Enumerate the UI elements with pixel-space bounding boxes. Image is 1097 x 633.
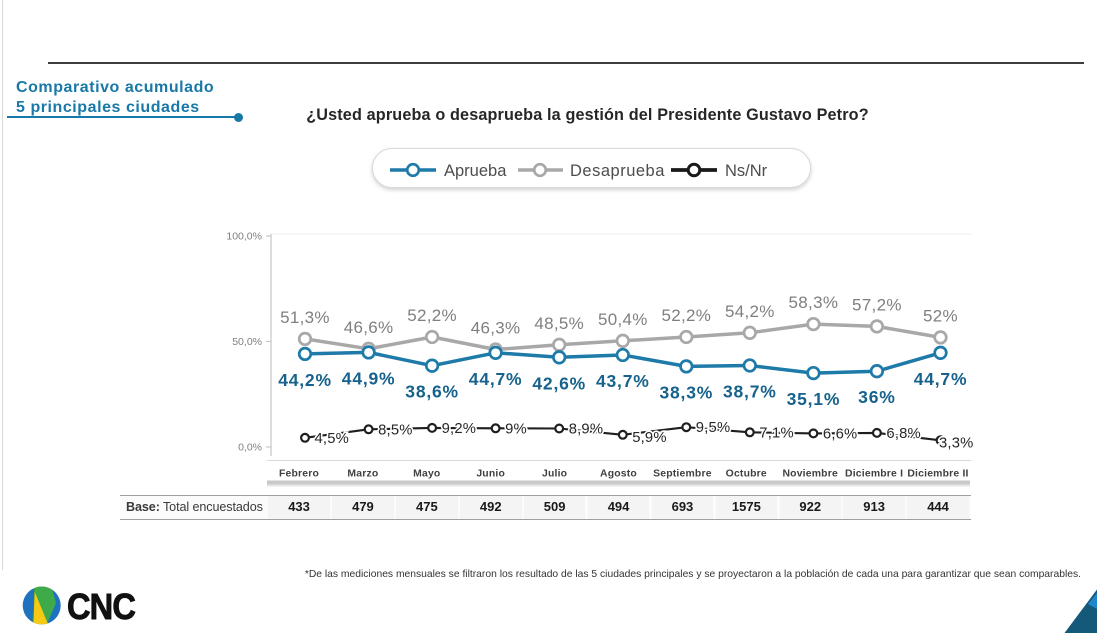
svg-text:Septiembre: Septiembre [653, 469, 712, 480]
svg-text:38,6%: 38,6% [405, 382, 459, 402]
svg-text:54,2%: 54,2% [725, 302, 775, 321]
svg-text:Octubre: Octubre [726, 469, 767, 480]
svg-text:Febrero: Febrero [279, 469, 319, 480]
svg-text:46,3%: 46,3% [471, 319, 521, 338]
svg-text:46,6%: 46,6% [344, 318, 394, 337]
svg-text:44,2%: 44,2% [278, 370, 332, 390]
svg-text:Marzo: Marzo [347, 469, 378, 480]
svg-text:0,0%: 0,0% [238, 442, 262, 454]
svg-text:Ns/Nr: Ns/Nr [725, 162, 768, 180]
svg-text:8,5%: 8,5% [378, 422, 413, 438]
svg-text:35,1%: 35,1% [787, 389, 841, 409]
svg-text:Julio: Julio [542, 469, 567, 480]
svg-text:38,3%: 38,3% [659, 382, 713, 402]
svg-text:8,9%: 8,9% [569, 422, 604, 438]
svg-text:7,1%: 7,1% [759, 425, 794, 441]
svg-text:52,2%: 52,2% [661, 306, 711, 325]
svg-text:Agosto: Agosto [600, 469, 637, 480]
svg-text:Junio: Junio [476, 469, 505, 480]
svg-text:38,7%: 38,7% [723, 382, 777, 402]
svg-text:100,0%: 100,0% [226, 231, 262, 243]
svg-text:9%: 9% [505, 421, 527, 437]
svg-text:44,7%: 44,7% [469, 369, 523, 389]
svg-text:52%: 52% [923, 306, 958, 325]
svg-text:36%: 36% [858, 387, 895, 407]
svg-text:50,4%: 50,4% [598, 310, 648, 329]
svg-text:44,7%: 44,7% [914, 369, 968, 389]
svg-text:50,0%: 50,0% [232, 336, 262, 348]
svg-text:6,8%: 6,8% [886, 426, 921, 442]
svg-text:58,3%: 58,3% [789, 293, 839, 312]
svg-text:CNC: CNC [67, 586, 136, 627]
svg-text:51,3%: 51,3% [280, 308, 330, 327]
svg-text:5,9%: 5,9% [632, 430, 667, 446]
svg-text:3,3%: 3,3% [939, 435, 974, 451]
svg-text:57,2%: 57,2% [852, 295, 902, 314]
svg-text:Diciembre II: Diciembre II [907, 469, 968, 480]
svg-text:6,6%: 6,6% [823, 426, 858, 442]
svg-text:Desaprueba: Desaprueba [570, 162, 665, 180]
svg-text:48,5%: 48,5% [534, 314, 584, 333]
svg-text:4,5%: 4,5% [315, 431, 350, 447]
svg-text:Mayo: Mayo [413, 469, 440, 480]
svg-text:52,2%: 52,2% [407, 306, 457, 325]
svg-text:9,5%: 9,5% [696, 420, 731, 436]
svg-text:43,7%: 43,7% [596, 371, 650, 391]
svg-text:9,2%: 9,2% [442, 421, 477, 437]
svg-text:44,9%: 44,9% [342, 368, 396, 388]
svg-text:Noviembre: Noviembre [782, 469, 838, 480]
svg-text:Diciembre I: Diciembre I [845, 469, 903, 480]
svg-text:42,6%: 42,6% [532, 373, 586, 393]
svg-text:Aprueba: Aprueba [444, 162, 507, 180]
